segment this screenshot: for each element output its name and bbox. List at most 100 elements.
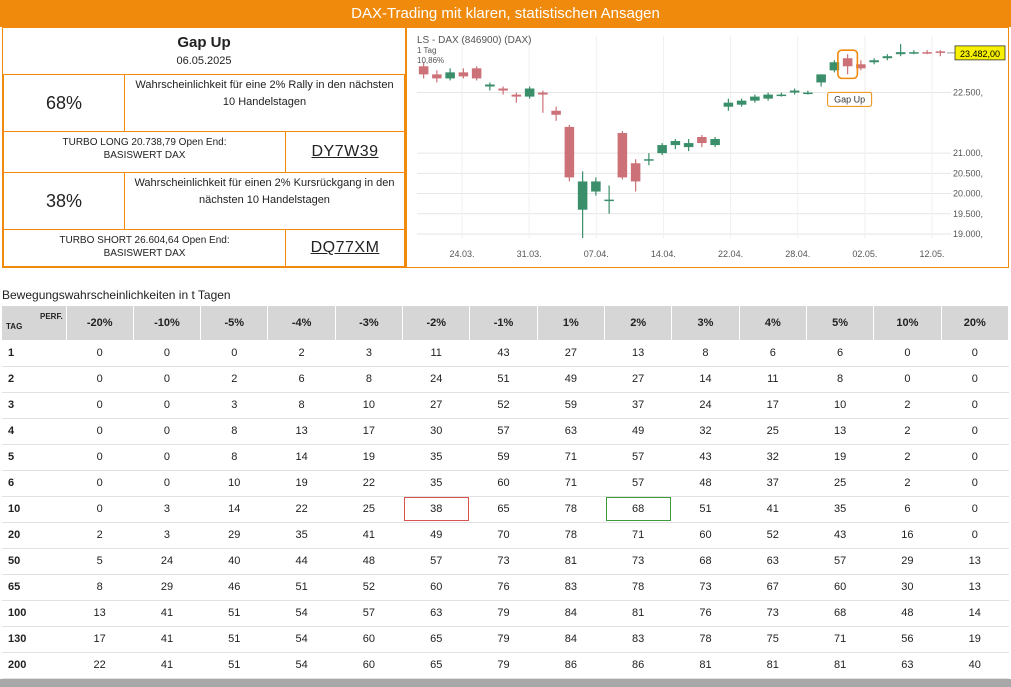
candle-body: [591, 181, 601, 192]
table-cell: 65: [469, 496, 538, 523]
table-cell: 44: [267, 548, 336, 575]
table-cell: 43: [806, 522, 874, 549]
candle-body: [776, 94, 787, 97]
probability-table-title: Bewegungswahrscheinlichkeiten in t Tagen: [2, 288, 231, 302]
table-cell: 0: [66, 470, 134, 497]
last-price-label: 23.482,00: [960, 49, 1000, 59]
table-cell: 57: [469, 418, 538, 445]
y-tick-label: 20.500,: [953, 168, 983, 178]
table-cell: 81: [806, 652, 874, 679]
table-cell: 25: [806, 470, 874, 497]
table-row: 10 0 3 14 22 25 38 65 78 68 51 41 35 6 0: [2, 496, 1009, 523]
chart-grid: [417, 36, 951, 238]
table-cell: 57: [604, 444, 672, 471]
row-tag: 100: [2, 600, 66, 627]
table-cell: 27: [402, 392, 470, 419]
table-cell: 8: [335, 366, 403, 393]
signal-header: Gap Up 06.05.2025: [3, 28, 405, 74]
candle-body: [551, 110, 561, 115]
table-cell: 0: [66, 392, 134, 419]
chart-title: LS - DAX (846900) (DAX): [417, 35, 532, 46]
table-cell: 83: [604, 626, 672, 653]
candle-body: [909, 52, 919, 54]
table-cell: 81: [537, 548, 605, 575]
table-cell: 63: [402, 600, 470, 627]
table-row: 65 8 29 46 51 52 60 76 83 78 73 67 60 30 13: [2, 574, 1009, 601]
table-cell: 13: [604, 340, 672, 367]
table-cell: 51: [200, 652, 268, 679]
table-cell: 22: [335, 470, 403, 497]
table-cell: 52: [469, 392, 538, 419]
table-cell: 2: [200, 366, 268, 393]
candle-body: [458, 72, 469, 77]
table-row: 1 0 0 0 2 3 11 43 27 13 8 6 6 0 0: [2, 340, 1009, 367]
x-tick-label: 28.04.: [785, 249, 810, 259]
row-tag: 65: [2, 574, 66, 601]
row-tag: 4: [2, 418, 66, 445]
table-cell: 0: [941, 496, 1009, 523]
x-tick-label: 31.03.: [517, 249, 542, 259]
perf-header-13: 20%: [941, 306, 1010, 340]
table-cell: 8: [66, 574, 134, 601]
table-cell: 5: [66, 548, 134, 575]
table-cell: 10: [335, 392, 403, 419]
candle-body: [538, 92, 548, 95]
table-cell: 2: [873, 392, 942, 419]
table-cell: 54: [267, 600, 336, 627]
long-wkn-link[interactable]: DY7W39: [285, 131, 405, 173]
table-cell: 2: [873, 444, 942, 471]
table-cell: 65: [402, 626, 470, 653]
table-cell: 71: [537, 470, 605, 497]
row-tag: 50: [2, 548, 66, 575]
candle-body: [710, 139, 720, 146]
table-cell: 19: [806, 444, 874, 471]
table-cell: 86: [537, 652, 605, 679]
table-cell: 76: [469, 574, 538, 601]
table-cell: 79: [469, 626, 538, 653]
table-cell: 86: [604, 652, 672, 679]
table-cell: 19: [267, 470, 336, 497]
short-wkn-link[interactable]: DQ77XM: [285, 229, 405, 267]
table-cell: 0: [133, 392, 201, 419]
table-cell: 13: [941, 574, 1009, 601]
perf-header-3: -4%: [267, 306, 336, 340]
table-cell: 17: [739, 392, 807, 419]
table-cell: 60: [402, 574, 470, 601]
table-cell: 25: [335, 496, 403, 523]
long-turbo-line1: TURBO LONG 20.738,79 Open End:: [62, 137, 227, 148]
table-cell: 43: [469, 340, 538, 367]
table-cell: 0: [873, 340, 942, 367]
table-cell: 29: [200, 522, 268, 549]
table-row: 50 5 24 40 44 48 57 73 81 73 68 63 57 29 13: [2, 548, 1009, 575]
table-row: 3 0 0 3 8 10 27 52 59 37 24 17 10 2 0: [2, 392, 1009, 419]
table-cell: 83: [537, 574, 605, 601]
table-cell: 3: [335, 340, 403, 367]
row-tag: 200: [2, 652, 66, 679]
table-cell: 6: [806, 340, 874, 367]
table-cell: 78: [671, 626, 740, 653]
y-tick-label: 19.500,: [953, 209, 983, 219]
probability-table: TAG PERF. -20% -10% -5% -4% -3% -2% -1% 1% 2% 3% 4…: [2, 306, 1010, 679]
table-cell: 48: [335, 548, 403, 575]
table-cell: 0: [66, 444, 134, 471]
y-tick-label: 19.000,: [953, 229, 983, 239]
table-cell: 0: [133, 470, 201, 497]
perf-header-9: 3%: [671, 306, 740, 340]
table-cell: 78: [604, 574, 672, 601]
table-cell: 54: [267, 652, 336, 679]
row-tag: 5: [2, 444, 66, 471]
table-cell: 24: [133, 548, 201, 575]
table-cell: 81: [671, 652, 740, 679]
table-row: 130 17 41 51 54 60 65 79 84 83 78 75 71 56 19: [2, 626, 1009, 653]
table-cell: 52: [335, 574, 403, 601]
x-tick-label: 22.04.: [718, 249, 743, 259]
table-cell: 2: [873, 418, 942, 445]
table-cell: 14: [200, 496, 268, 523]
table-cell: 37: [739, 470, 807, 497]
gap-up-label: Gap Up: [834, 94, 865, 104]
table-cell: 11: [739, 366, 807, 393]
table-cell: 73: [469, 548, 538, 575]
perf-header-4: -3%: [335, 306, 404, 340]
table-cell: 68: [671, 548, 740, 575]
candle-body: [856, 64, 866, 69]
